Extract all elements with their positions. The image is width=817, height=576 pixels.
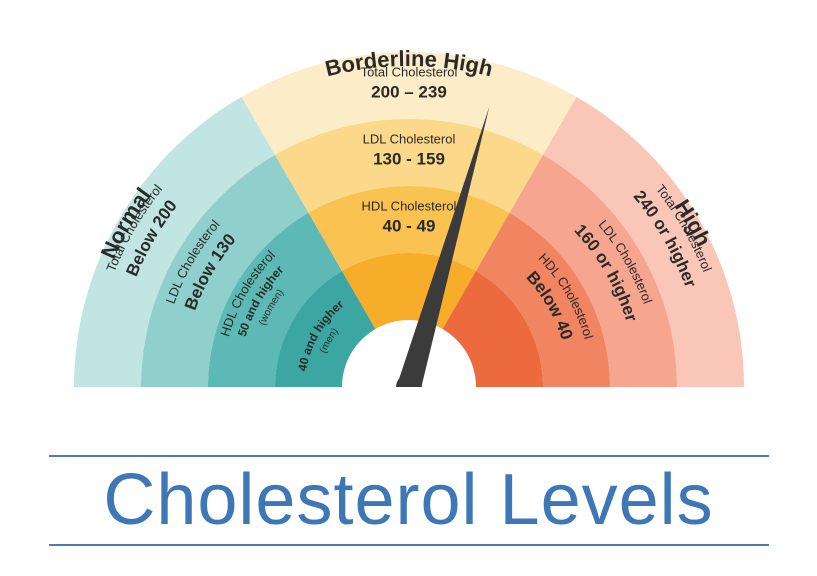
metric-borderline-total: Total Cholesterol [360, 65, 457, 80]
value-borderline-total: 200 – 239 [371, 83, 447, 102]
metric-borderline-hdl: HDL Cholesterol [361, 199, 456, 214]
page-title: Cholesterol Levels [49, 457, 769, 544]
divider-bottom [49, 544, 769, 546]
metric-borderline-ldl: LDL Cholesterol [362, 132, 455, 147]
value-borderline-hdl: 40 - 49 [382, 217, 435, 236]
value-borderline-ldl: 130 - 159 [373, 150, 445, 169]
cholesterol-gauge: NormalBorderline HighHighTotal Cholester… [59, 32, 759, 437]
title-block: Cholesterol Levels [49, 455, 769, 546]
